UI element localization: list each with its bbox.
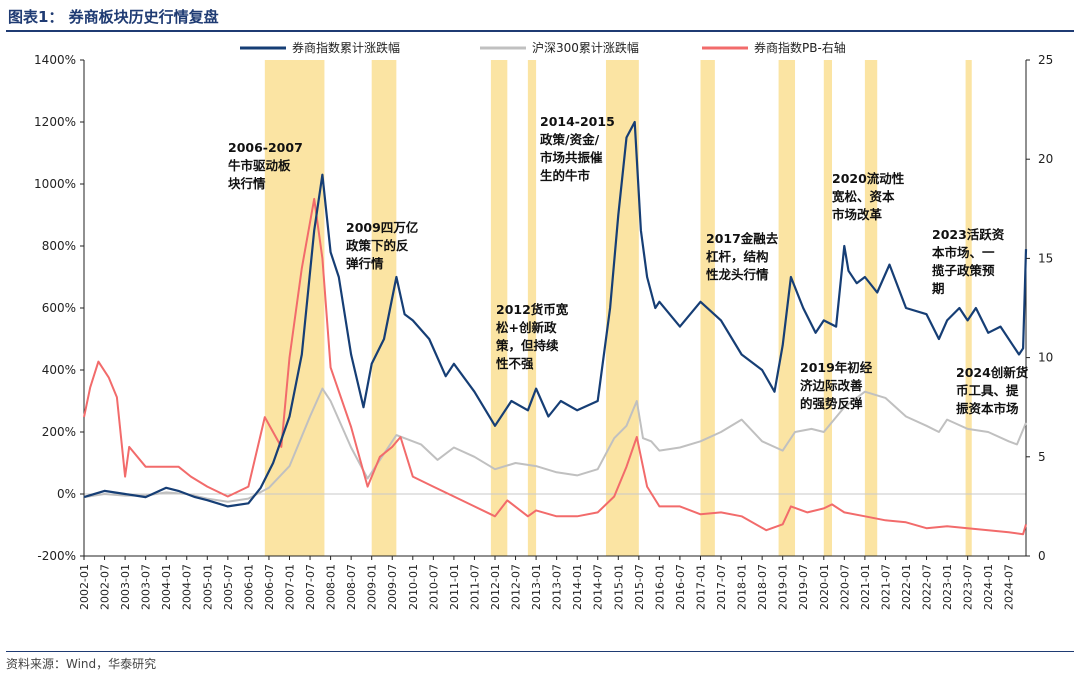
x-tick-label-3: 2003-07	[140, 564, 153, 610]
x-tick-label-36: 2020-01	[818, 564, 831, 610]
x-tick-label-43: 2023-07	[962, 564, 975, 610]
x-tick-label-27: 2015-07	[633, 564, 646, 610]
x-tick-label-12: 2008-01	[325, 564, 338, 610]
bottom-rule	[6, 651, 1074, 652]
legend-label-1: 沪深300累计涨跌幅	[532, 40, 639, 55]
x-tick-label-38: 2021-01	[859, 564, 872, 610]
legend-label-0: 券商指数累计涨跌幅	[292, 40, 400, 55]
x-tick-label-4: 2004-01	[160, 564, 173, 610]
x-tick-label-37: 2020-07	[838, 564, 851, 610]
highlight-band-9	[965, 60, 972, 556]
legend-label-2: 券商指数PB-右轴	[754, 40, 846, 55]
y-left-tick-label-1: 0%	[57, 487, 76, 501]
annotation-0: 2006-2007 牛市驱动板块行情	[228, 140, 303, 191]
series-line-2	[83, 197, 1027, 536]
highlight-bands	[264, 60, 972, 556]
y-right-tick-label-3: 15	[1038, 251, 1053, 265]
y-left-tick-label-7: 1200%	[34, 115, 76, 129]
y-right-tick-label-5: 25	[1038, 53, 1053, 67]
x-tick-label-29: 2016-07	[674, 564, 687, 610]
x-tick-label-25: 2014-07	[592, 564, 605, 610]
annotation-1: 2009四万亿政策下的反弹行情	[346, 220, 418, 271]
x-tick-label-31: 2017-07	[715, 564, 728, 610]
legend: 券商指数累计涨跌幅 沪深300累计涨跌幅 券商指数PB-右轴	[240, 40, 846, 55]
tick-labels: -200% 0% 200% 400% 600% 800% 1000% 1200% 1400% 0 5…	[34, 53, 1053, 610]
x-tick-label-11: 2007-07	[304, 564, 317, 610]
x-tick-label-26: 2015-01	[612, 564, 625, 610]
highlight-band-8	[864, 60, 878, 556]
y-left-tick-label-5: 800%	[42, 239, 76, 253]
x-tick-label-30: 2017-01	[695, 564, 708, 610]
annotation-7: 2023活跃资本市场、一揽子政策预期	[932, 227, 1005, 296]
x-tick-label-20: 2012-01	[489, 564, 502, 610]
x-tick-label-6: 2005-01	[201, 564, 214, 610]
annotations: 2006-2007 牛市驱动板块行情 2009四万亿政策下的反弹行情 2012货币宽松…	[228, 114, 1029, 416]
x-tick-label-40: 2022-01	[900, 564, 913, 610]
chart: -200% 0% 200% 400% 600% 800% 1000% 1200% 1400% 0 5…	[34, 40, 1053, 610]
annotation-6: 2020流动性宽松、资本市场改革	[831, 171, 905, 222]
y-right-tick-label-1: 5	[1038, 450, 1046, 464]
top-rule	[6, 30, 1074, 32]
x-tick-label-44: 2024-01	[982, 564, 995, 610]
y-right-tick-label-0: 0	[1038, 549, 1046, 563]
x-tick-label-41: 2022-07	[921, 564, 934, 610]
x-tick-label-16: 2010-01	[407, 564, 420, 610]
annotation-2: 2012货币宽松+创新政策，但持续性不强	[495, 302, 569, 371]
x-tick-label-21: 2012-07	[510, 564, 523, 610]
series-lines	[83, 120, 1028, 536]
x-tick-label-32: 2018-01	[736, 564, 749, 610]
x-tick-label-5: 2004-07	[181, 564, 194, 610]
highlight-band-4	[605, 60, 639, 556]
x-tick-label-14: 2009-01	[366, 564, 379, 610]
x-tick-label-2: 2003-01	[119, 564, 132, 610]
x-tick-label-35: 2019-07	[797, 564, 810, 610]
x-tick-label-17: 2010-07	[427, 564, 440, 610]
x-tick-label-22: 2013-01	[530, 564, 543, 610]
x-tick-label-9: 2006-07	[263, 564, 276, 610]
x-tick-label-10: 2007-01	[284, 564, 297, 610]
y-left-tick-label-4: 600%	[42, 301, 76, 315]
x-tick-label-34: 2019-01	[777, 564, 790, 610]
x-tick-label-28: 2016-01	[653, 564, 666, 610]
x-tick-label-39: 2021-07	[879, 564, 892, 610]
y-left-tick-label-8: 1400%	[34, 53, 76, 67]
highlight-band-7	[823, 60, 833, 556]
y-left-tick-label-2: 200%	[42, 425, 76, 439]
annotation-5: 2019年初经济边际改善的强势反弹	[800, 360, 873, 411]
annotation-3: 2014-2015 政策/资金/市场共振催生的牛市	[540, 114, 615, 183]
x-tick-label-23: 2013-07	[551, 564, 564, 610]
x-tick-label-1: 2002-07	[99, 564, 112, 610]
source-note: 资料来源：Wind，华泰研究	[6, 657, 157, 671]
x-tick-label-15: 2009-07	[386, 564, 399, 610]
x-tick-label-33: 2018-07	[756, 564, 769, 610]
highlight-band-2	[490, 60, 508, 556]
series-line-1	[83, 387, 1027, 503]
y-right-tick-label-4: 20	[1038, 152, 1053, 166]
figure-title: 图表1： 券商板块历史行情复盘	[8, 8, 219, 26]
x-tick-label-42: 2023-01	[941, 564, 954, 610]
x-tick-label-13: 2008-07	[345, 564, 358, 610]
highlight-band-0	[264, 60, 325, 556]
y-right-tick-label-2: 10	[1038, 351, 1053, 365]
y-left-tick-label-3: 400%	[42, 363, 76, 377]
series-line-0	[83, 120, 1028, 508]
x-tick-label-0: 2002-01	[78, 564, 91, 610]
x-tick-label-19: 2011-07	[468, 564, 481, 610]
highlight-band-1	[371, 60, 397, 556]
x-tick-label-45: 2024-07	[1003, 564, 1016, 610]
annotation-4: 2017金融去杠杆，结构性龙头行情	[705, 231, 779, 282]
x-tick-label-7: 2005-07	[222, 564, 235, 610]
highlight-band-3	[527, 60, 537, 556]
x-tick-label-18: 2011-01	[448, 564, 461, 610]
y-left-tick-label-6: 1000%	[34, 177, 76, 191]
x-tick-label-8: 2006-01	[242, 564, 255, 610]
y-left-tick-label-0: -200%	[37, 549, 76, 563]
x-tick-label-24: 2014-01	[571, 564, 584, 610]
annotation-8: 2024创新货币工具、提振资本市场	[956, 365, 1029, 416]
